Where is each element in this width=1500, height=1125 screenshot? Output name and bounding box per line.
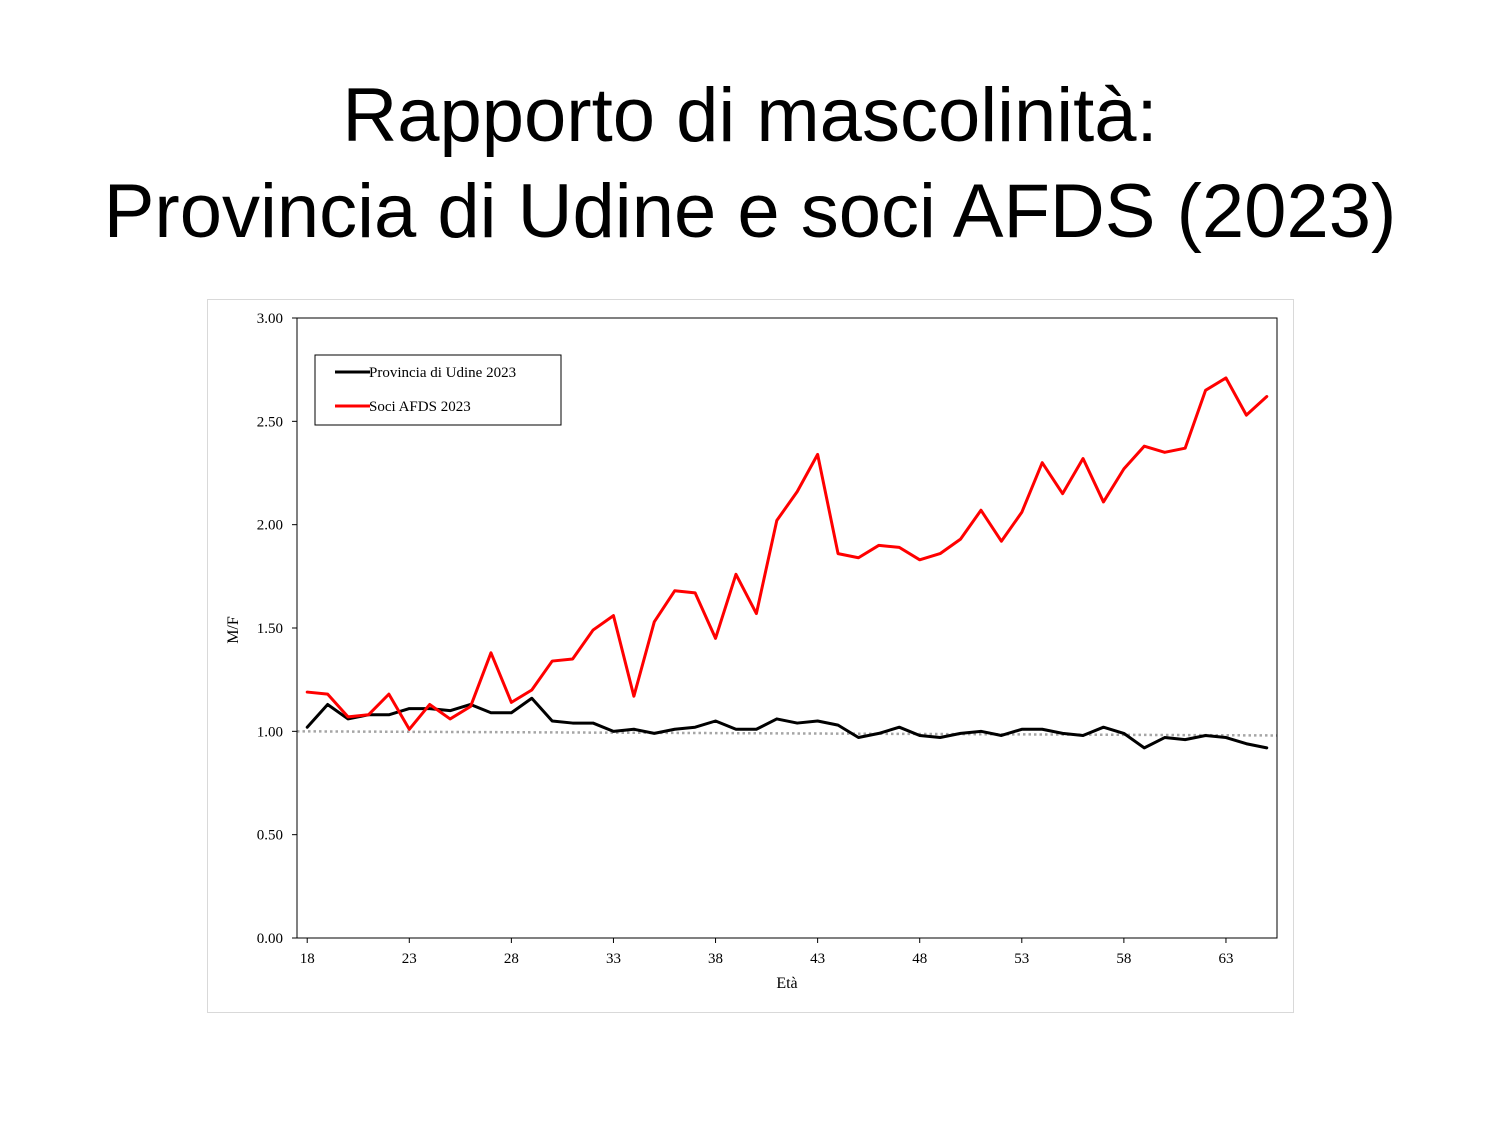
x-axis-ticks: 18 23 28 33 38 43 48 53 58 63 — [300, 938, 1233, 967]
slide-title-line-1: Rapporto di mascolinità: — [342, 73, 1158, 158]
x-tick-label: 18 — [300, 951, 315, 967]
y-axis-ticks: 0.00 0.50 1.00 1.50 2.00 2.50 3.00 — [257, 311, 297, 947]
y-tick-label: 2.00 — [257, 518, 283, 534]
slide-title: Rapporto di mascolinità: Provincia di Ud… — [0, 68, 1500, 260]
series-group — [305, 376, 1269, 750]
y-tick-label: 3.00 — [257, 311, 283, 327]
legend-label-provincia: Provincia di Udine 2023 — [369, 365, 516, 381]
x-tick-label: 23 — [402, 951, 417, 967]
plot-area-border — [296, 317, 1278, 939]
y-tick-label: 0.00 — [257, 931, 283, 947]
x-tick-label: 48 — [912, 951, 927, 967]
x-tick-label: 33 — [606, 951, 621, 967]
legend: Provincia di Udine 2023 Soci AFDS 2023 — [314, 354, 562, 426]
reference-line-group — [296, 730, 1278, 737]
y-tick-label: 0.50 — [257, 828, 283, 844]
x-tick-label: 43 — [810, 951, 825, 967]
series-line-provincia — [305, 696, 1269, 750]
y-axis-label: M/F — [225, 616, 242, 644]
x-tick-label: 53 — [1014, 951, 1029, 967]
legend-label-soci-afds: Soci AFDS 2023 — [369, 399, 471, 415]
x-axis-label: Età — [776, 975, 797, 992]
y-tick-label: 1.50 — [257, 621, 283, 637]
x-tick-label: 38 — [708, 951, 723, 967]
series-line-soci-afds — [305, 376, 1269, 731]
chart-frame: 0.00 0.50 1.00 1.50 2.00 2.50 3.00 18 23 28 33 38 4… — [207, 299, 1294, 1013]
legend-box — [314, 354, 562, 426]
x-tick-label: 63 — [1218, 951, 1233, 967]
slide-title-line-2: Provincia di Udine e soci AFDS (2023) — [103, 169, 1397, 254]
y-tick-label: 1.00 — [257, 724, 283, 740]
y-tick-label: 2.50 — [257, 414, 283, 430]
line-chart: 0.00 0.50 1.00 1.50 2.00 2.50 3.00 18 23 28 33 38 4… — [225, 311, 1278, 992]
reference-line — [296, 730, 1278, 737]
x-tick-label: 58 — [1116, 951, 1131, 967]
x-tick-label: 28 — [504, 951, 519, 967]
